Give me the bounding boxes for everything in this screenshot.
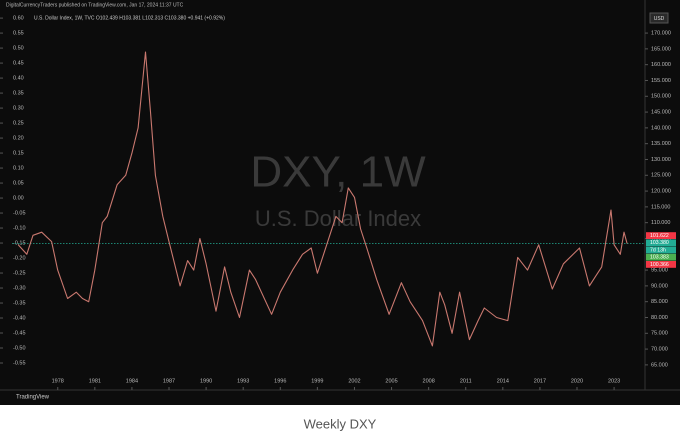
y2-tick-label: 0.30 [13, 106, 24, 112]
x-tick-label: 1990 [200, 378, 212, 384]
y-tick-label: 125.000 [651, 173, 671, 179]
y-tick-label: 80.000 [651, 315, 668, 321]
x-tick-label: 1987 [163, 378, 175, 384]
x-tick-label: 1999 [311, 378, 323, 384]
caption: Weekly DXY [304, 416, 377, 431]
x-tick-label: 2002 [348, 378, 360, 384]
x-tick-label: 2023 [608, 378, 620, 384]
y2-tick-label: -0.25 [13, 270, 26, 276]
y-tick-label: 110.000 [651, 220, 670, 226]
y2-tick-label: 0.40 [13, 76, 24, 82]
x-tick-label: 2008 [423, 378, 435, 384]
price-label-box [646, 253, 676, 261]
y2-tick-label: -0.10 [13, 225, 26, 231]
y2-tick-label: 0.05 [13, 181, 24, 187]
price-label-box [646, 232, 676, 239]
price-label-box [646, 261, 676, 268]
price-line [17, 51, 628, 347]
y-tick-label: 135.000 [651, 141, 671, 147]
price-label: 103.383 [650, 255, 669, 261]
y-tick-label: 165.000 [651, 46, 671, 52]
x-tick-label: 1996 [274, 378, 286, 384]
x-tick-label: 2020 [571, 378, 583, 384]
y2-tick-label: 0.20 [13, 136, 24, 142]
publisher: DigitalCurrencyTraders published on Trad… [6, 2, 184, 8]
y-tick-label: 155.000 [651, 78, 671, 84]
y2-tick-label: -0.50 [13, 345, 26, 351]
x-tick-label: 1984 [126, 378, 138, 384]
x-tick-label: 1993 [237, 378, 249, 384]
symbol-info: U.S. Dollar Index, 1W, TVC O102.439 H103… [34, 15, 225, 21]
price-label: 7d 13h [650, 247, 666, 253]
y2-tick-label: 0.45 [13, 61, 24, 67]
watermark-symbol: DXY, 1W [250, 148, 426, 197]
y2-tick-label: 0.10 [13, 166, 24, 172]
y2-tick-label: -0.35 [13, 300, 26, 306]
x-tick-label: 1978 [52, 378, 64, 384]
currency[interactable]: USD [654, 16, 665, 22]
y-tick-label: 145.000 [651, 110, 671, 116]
chart-background [0, 0, 680, 405]
y-tick-label: 70.000 [651, 347, 668, 353]
y-tick-label: 115.000 [651, 204, 670, 210]
price-label-box [646, 246, 676, 254]
price-label: 101.622 [650, 233, 669, 239]
y2-tick-label: 0.60 [13, 16, 24, 22]
y-tick-label: 140.000 [651, 125, 671, 131]
y2-tick-label: 0.55 [13, 31, 24, 37]
y-tick-label: 95.000 [651, 268, 668, 274]
x-tick-label: 2014 [497, 378, 509, 384]
brand: TradingView [16, 395, 50, 401]
y-tick-label: 170.000 [651, 31, 671, 37]
y2-tick-label: 0.15 [13, 151, 24, 157]
price-label-box [646, 239, 676, 247]
y2-tick-label: 0.35 [13, 91, 24, 97]
y2-tick-label: -0.45 [13, 330, 26, 336]
x-tick-label: 1981 [89, 378, 101, 384]
x-tick-label: 2005 [385, 378, 397, 384]
y2-tick-label: -0.40 [13, 315, 26, 321]
y-tick-label: 75.000 [651, 331, 668, 337]
currency-box[interactable] [649, 12, 669, 24]
y-tick-label: 160.000 [651, 62, 671, 68]
y2-tick-label: 0.25 [13, 121, 24, 127]
y-tick-label: 65.000 [651, 362, 668, 368]
y-tick-label: 120.000 [651, 189, 671, 195]
y2-tick-label: -0.20 [13, 255, 26, 261]
y2-tick-label: -0.30 [13, 285, 26, 291]
y-tick-label: 90.000 [651, 283, 668, 289]
x-tick-label: 2011 [460, 378, 472, 384]
y2-tick-label: -0.05 [13, 210, 26, 216]
y2-tick-label: 0.50 [13, 46, 24, 52]
x-tick-label: 2017 [534, 378, 546, 384]
y-tick-label: 150.000 [651, 94, 671, 100]
y2-tick-label: 0.00 [13, 196, 24, 202]
price-label: 100.366 [650, 262, 669, 268]
y-tick-label: 85.000 [651, 299, 668, 305]
price-label: 103.380 [650, 240, 669, 246]
y2-tick-label: -0.55 [13, 360, 26, 366]
y-tick-label: 130.000 [651, 157, 671, 163]
